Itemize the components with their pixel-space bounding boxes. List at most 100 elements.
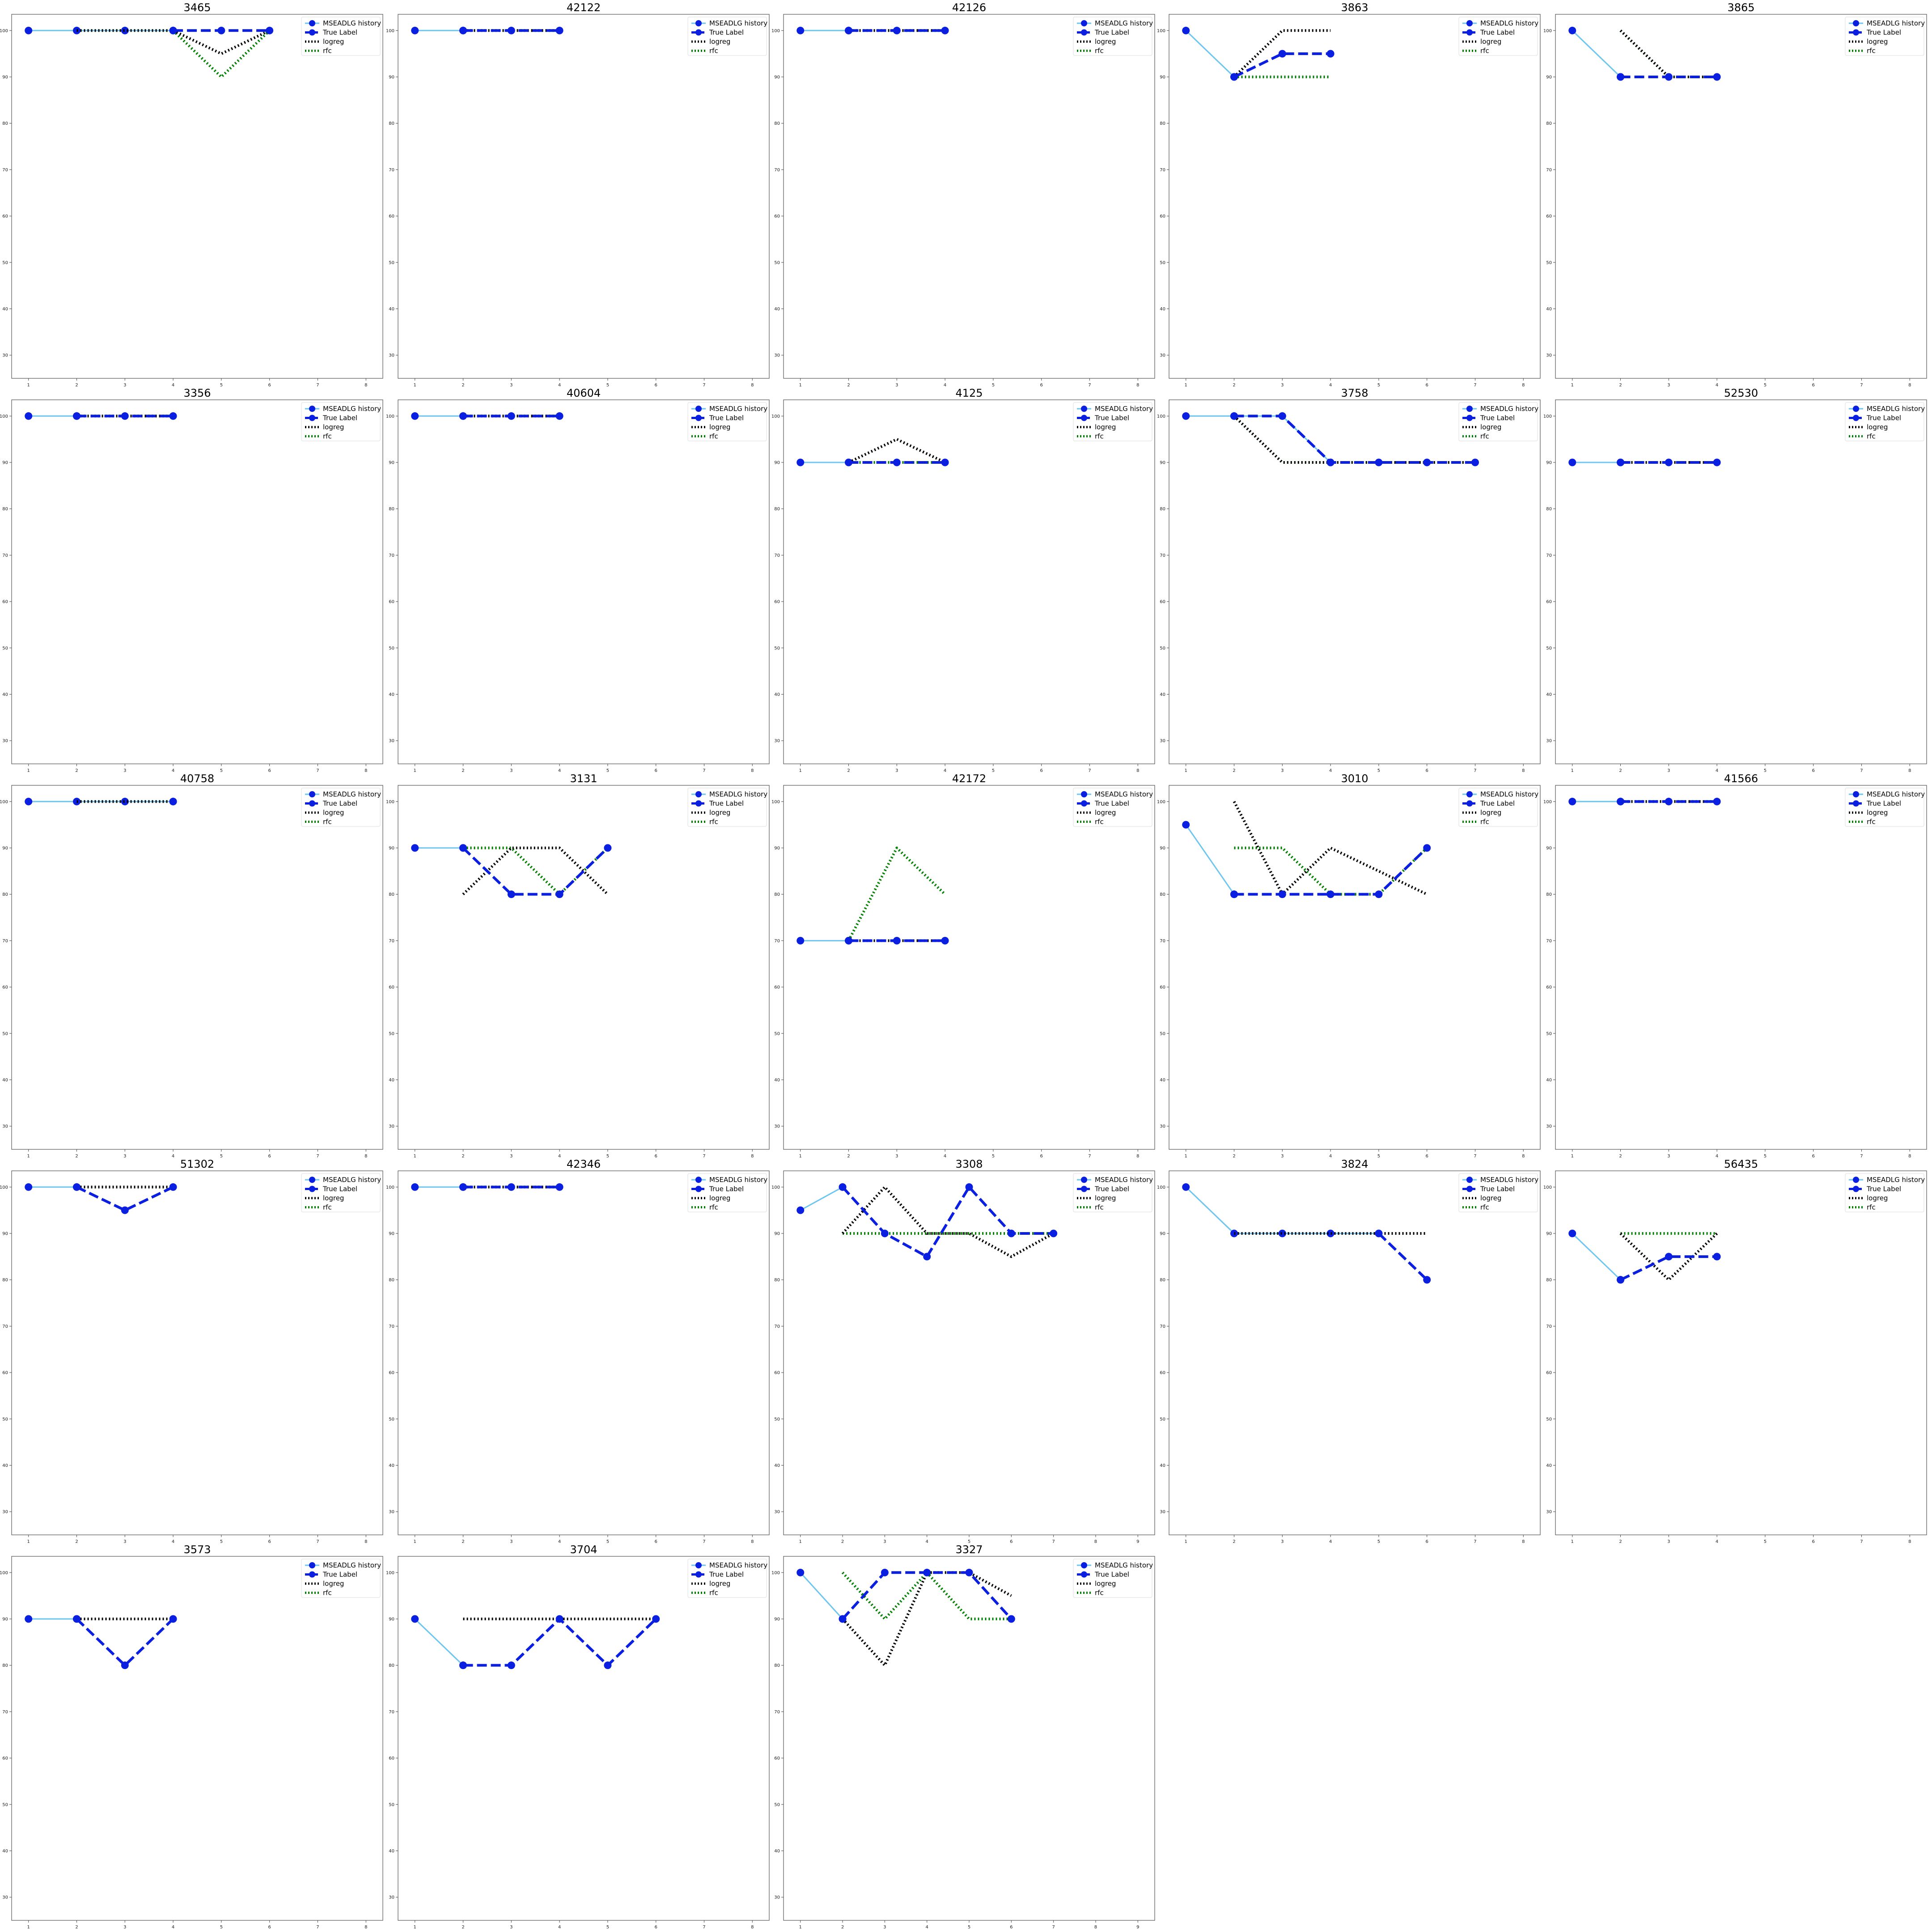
y-tick-label: 60 [389,600,394,605]
x-tick-label: 2 [462,1539,464,1544]
legend-marker [695,1562,702,1568]
x-tick-label: 7 [703,1154,705,1159]
y-tick-label: 30 [389,739,394,744]
plot-frame [783,1556,1155,1921]
y-tick-label: 30 [2,1124,8,1129]
x-tick-label: 1 [27,1154,30,1159]
legend-label: rfc [1095,1203,1104,1212]
legend-label: rfc [1095,432,1104,441]
x-tick-label: 5 [1764,768,1767,773]
chart-panel: 3824 30 40 50 60 70 80 90 100 1 2 3 4 5 6 7 8 MSEADLG his… [1157,1158,1541,1544]
legend-box [687,1173,767,1212]
legend-label: MSEADLG history [1867,405,1925,413]
data-point-true-label [845,26,853,34]
series-line-mseadlg-history [1186,415,1331,463]
x-tick-label: 2 [1619,1539,1622,1544]
y-tick-label: 100 [386,1571,394,1576]
legend-label: logreg [709,809,730,817]
data-point-true-label [1007,1229,1015,1237]
chart-title: 3573 [183,1543,211,1556]
legend-marker [1081,800,1087,807]
data-point-true-label [1617,797,1625,805]
data-point-mseadlg-history [411,412,419,420]
y-tick-label: 30 [1546,1510,1552,1515]
y-tick-label: 90 [389,460,394,465]
y-tick-label: 70 [1160,553,1165,558]
legend-label: MSEADLG history [323,405,381,413]
data-point-mseadlg-history [25,1183,33,1191]
x-tick-label: 6 [1426,383,1428,388]
x-tick-label: 3 [123,768,126,773]
y-tick-label: 50 [2,1802,8,1807]
y-tick-label: 60 [1160,985,1165,990]
legend-marker [695,1177,702,1183]
y-tick-label: 100 [0,800,8,805]
legend-label: rfc [1095,818,1104,826]
chart-title: 3327 [955,1543,983,1556]
x-tick-label: 5 [1764,383,1767,388]
x-tick-label: 1 [1185,1539,1187,1544]
y-tick-label: 60 [1546,600,1552,605]
legend-box [1073,788,1152,827]
x-tick-label: 8 [364,1925,367,1930]
legend-label: logreg [323,1580,344,1588]
y-tick-label: 50 [389,260,394,265]
x-tick-label: 8 [1908,768,1911,773]
y-tick-label: 90 [2,1617,8,1622]
data-point-true-label [507,890,515,898]
y-tick-label: 50 [1546,1417,1552,1422]
x-tick-label: 4 [558,1154,561,1159]
legend-label: MSEADLG history [709,1176,767,1184]
x-tick-label: 4 [558,1925,561,1930]
chart-title: 40604 [567,387,601,399]
legend-label: rfc [709,47,718,55]
x-tick-label: 3 [1667,1154,1670,1159]
plot-frame [11,1556,383,1921]
y-tick-label: 100 [0,1571,8,1576]
y-tick-label: 90 [774,1617,780,1622]
data-point-true-label [893,458,901,466]
data-point-true-label [459,844,467,852]
legend-label: logreg [1867,423,1888,431]
y-tick-label: 80 [1546,121,1552,126]
data-point-true-label [121,1206,129,1214]
series-line-true-label [1377,1232,1428,1281]
data-point-true-label [923,1568,931,1576]
x-tick-label: 7 [1088,768,1091,773]
y-tick-label: 40 [774,1463,780,1468]
y-tick-label: 30 [2,739,8,744]
y-tick-label: 90 [389,1617,394,1622]
legend-label: logreg [1867,809,1888,817]
x-tick-label: 7 [1474,768,1476,773]
y-tick-label: 60 [774,1756,780,1761]
y-tick-label: 100 [1157,414,1165,419]
data-point-mseadlg-history [1326,1229,1335,1237]
y-tick-label: 40 [774,307,780,312]
x-tick-label: 4 [558,1539,561,1544]
plot-frame [1555,14,1927,379]
data-point-true-label [941,936,949,945]
y-tick-label: 50 [1160,260,1165,265]
y-tick-label: 40 [389,1078,394,1083]
chart-panel: 52530 30 40 50 60 70 80 90 100 1 2 3 4 5 6 7 8 MSEADLG hi… [1543,387,1927,773]
legend-label: rfc [323,47,332,55]
legend-label: MSEADLG history [1867,19,1925,27]
y-tick-label: 50 [774,1417,780,1422]
x-tick-label: 6 [1426,768,1428,773]
chart-panel: 3863 30 40 50 60 70 80 90 100 1 2 3 4 5 6 7 8 MSEADLG his… [1157,1,1541,388]
data-point-true-label [555,890,564,898]
x-tick-label: 3 [123,383,126,388]
legend-label: rfc [709,818,718,826]
data-point-mseadlg-history [1568,458,1576,466]
x-tick-label: 2 [75,383,78,388]
y-tick-label: 100 [771,800,780,805]
x-tick-label: 3 [123,1539,126,1544]
chart-title: 3824 [1341,1158,1368,1170]
legend-label: logreg [1480,38,1501,46]
x-tick-label: 7 [1088,383,1091,388]
legend-label: logreg [709,1580,730,1588]
y-tick-label: 60 [1546,1371,1552,1376]
data-point-true-label [845,936,853,945]
chart-panel: 3356 30 40 50 60 70 80 90 100 1 2 3 4 5 6 7 8 MSEADLG his… [0,387,383,773]
x-tick-label: 3 [895,383,898,388]
